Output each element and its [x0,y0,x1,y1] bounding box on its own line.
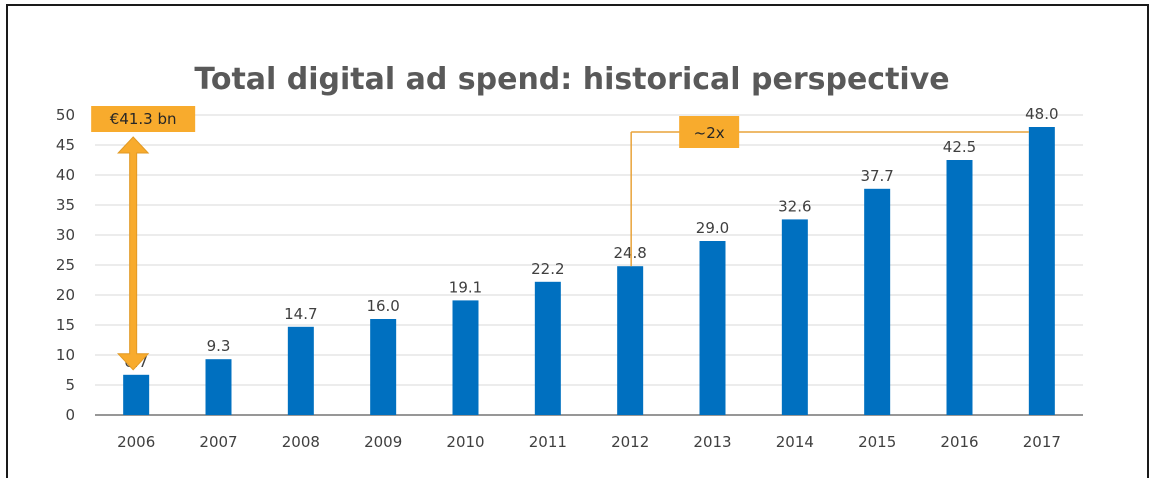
callout-box-growth [679,116,740,148]
value-label: 22.2 [531,260,564,278]
y-tick-label: 30 [56,226,75,244]
chart-title: Total digital ad spend: historical persp… [194,62,949,97]
bar-2008 [287,326,314,415]
x-tick-label: 2014 [776,433,814,451]
x-tick-label: 2006 [117,433,155,451]
bar-2006 [123,374,150,415]
x-tick-label: 2007 [199,433,237,451]
bars [123,127,1055,415]
callout-label-growth: ~2x [694,124,725,142]
x-tick-label: 2008 [282,433,320,451]
y-tick-label: 25 [56,256,75,274]
value-label: 37.7 [860,167,893,185]
y-tick-label: 10 [56,346,75,364]
x-tick-label: 2011 [529,433,567,451]
bar-2012 [617,266,644,415]
y-tick-label: 35 [56,196,75,214]
value-label: 24.8 [613,244,646,262]
bar-2009 [370,319,397,415]
bar-2015 [864,188,891,415]
chart-frame [6,4,1149,478]
value-label: 48.0 [1025,105,1058,123]
x-tick-label: 2015 [858,433,896,451]
value-label: 19.1 [449,278,482,296]
double-arrow-icon [117,136,150,371]
x-tick-label: 2012 [611,433,649,451]
callout-box-total [91,106,196,132]
x-tick-label: 2013 [693,433,731,451]
annotations: €41.3 bn ~2x [91,106,1029,371]
y-tick-label: 15 [56,316,75,334]
x-tick-label: 2016 [940,433,978,451]
x-tick-label: 2010 [446,433,484,451]
y-axis-ticks: 0 5 10 15 20 25 30 35 40 45 50 [56,106,75,424]
value-label: 32.6 [778,197,811,215]
gridlines [95,114,1083,416]
value-label: 29.0 [696,219,729,237]
y-tick-label: 50 [56,106,75,124]
y-tick-label: 5 [65,376,75,394]
value-label: 16.0 [366,297,399,315]
callout-label-total: €41.3 bn [110,110,177,128]
y-tick-label: 40 [56,166,75,184]
y-tick-label: 0 [65,406,75,424]
y-tick-label: 20 [56,286,75,304]
x-tick-label: 2017 [1023,433,1061,451]
y-tick-label: 45 [56,136,75,154]
bar-2011 [534,281,561,415]
value-label: 42.5 [943,138,976,156]
value-label: 9.3 [207,337,231,355]
bar-2007 [205,359,232,415]
bar-2013 [699,241,726,415]
x-tick-label: 2009 [364,433,402,451]
value-label: 14.7 [284,305,317,323]
bar-2010 [452,300,479,415]
bar-2016 [946,160,973,415]
bar-2017 [1028,127,1055,415]
bar-2014 [781,219,808,415]
x-axis-ticks: 2006 2007 2008 2009 2010 2011 2012 2013 2014 2015… [117,433,1061,451]
